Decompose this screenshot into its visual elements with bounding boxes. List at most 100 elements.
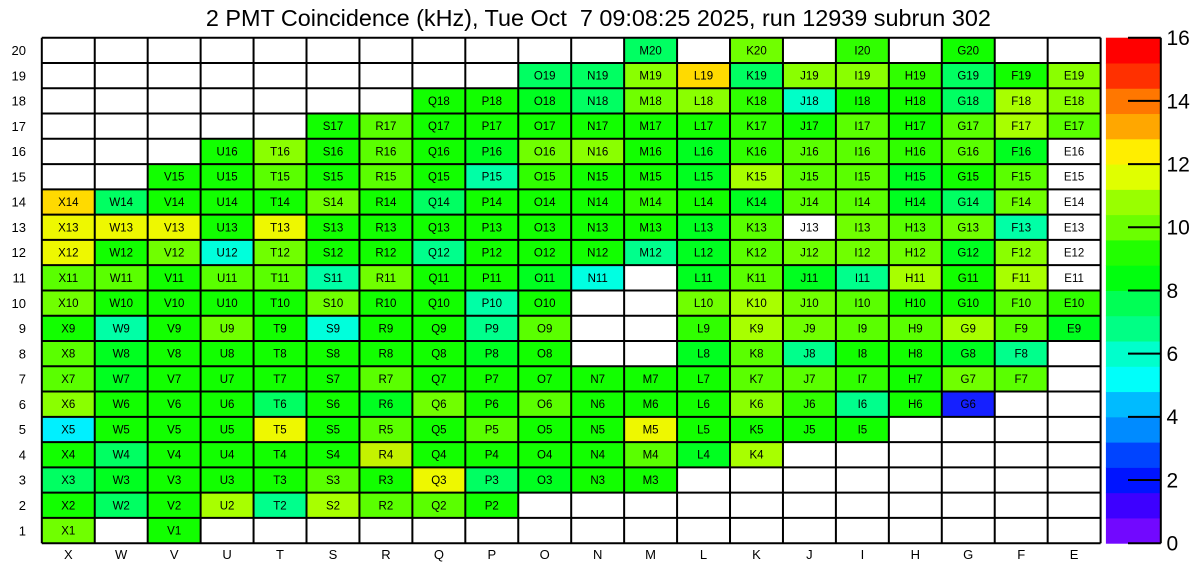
- svg-text:R7: R7: [379, 374, 394, 386]
- svg-text:Q18: Q18: [428, 96, 450, 108]
- svg-text:X10: X10: [58, 298, 78, 310]
- svg-text:U5: U5: [220, 425, 235, 437]
- svg-text:F14: F14: [1011, 197, 1031, 209]
- svg-text:O15: O15: [534, 172, 556, 184]
- svg-text:L: L: [700, 547, 707, 562]
- svg-text:I8: I8: [858, 349, 868, 361]
- svg-text:J7: J7: [803, 374, 815, 386]
- svg-text:X5: X5: [61, 425, 75, 437]
- svg-text:16: 16: [12, 144, 26, 159]
- svg-text:S16: S16: [323, 146, 343, 158]
- svg-text:0: 0: [1167, 533, 1179, 556]
- svg-text:V2: V2: [167, 500, 181, 512]
- svg-text:T10: T10: [270, 298, 290, 310]
- svg-text:I20: I20: [854, 45, 870, 57]
- svg-text:V: V: [170, 547, 179, 562]
- svg-text:10: 10: [1167, 217, 1190, 240]
- svg-text:X: X: [64, 547, 73, 562]
- svg-text:X4: X4: [61, 450, 76, 462]
- svg-text:N16: N16: [587, 146, 608, 158]
- svg-text:V14: V14: [164, 197, 185, 209]
- svg-text:Q2: Q2: [431, 500, 446, 512]
- svg-text:V7: V7: [167, 374, 181, 386]
- svg-text:X1: X1: [61, 526, 75, 538]
- svg-text:17: 17: [12, 119, 26, 134]
- svg-text:R9: R9: [379, 323, 394, 335]
- svg-text:R16: R16: [375, 146, 396, 158]
- svg-text:14: 14: [1167, 90, 1191, 113]
- svg-text:L13: L13: [694, 222, 713, 234]
- svg-text:S2: S2: [326, 500, 340, 512]
- svg-text:W7: W7: [113, 374, 130, 386]
- svg-text:14: 14: [12, 195, 26, 210]
- svg-text:F13: F13: [1011, 222, 1031, 234]
- svg-text:P5: P5: [485, 425, 499, 437]
- svg-text:T2: T2: [273, 500, 286, 512]
- svg-text:R10: R10: [375, 298, 396, 310]
- svg-text:R: R: [381, 547, 390, 562]
- svg-text:T9: T9: [273, 323, 286, 335]
- svg-text:R14: R14: [375, 197, 397, 209]
- svg-text:Q8: Q8: [431, 349, 446, 361]
- svg-text:E: E: [1070, 547, 1079, 562]
- svg-text:G9: G9: [961, 323, 976, 335]
- svg-text:S11: S11: [323, 273, 343, 285]
- svg-text:K11: K11: [747, 273, 767, 285]
- svg-text:G19: G19: [957, 71, 979, 83]
- svg-text:V4: V4: [167, 450, 182, 462]
- svg-text:S17: S17: [323, 121, 343, 133]
- svg-text:P8: P8: [485, 349, 499, 361]
- svg-text:S13: S13: [323, 222, 343, 234]
- svg-text:S8: S8: [326, 349, 340, 361]
- svg-text:9: 9: [19, 321, 26, 336]
- svg-text:E15: E15: [1064, 172, 1084, 184]
- svg-text:P18: P18: [482, 96, 502, 108]
- svg-text:I7: I7: [858, 374, 868, 386]
- svg-text:F18: F18: [1011, 96, 1031, 108]
- svg-text:U11: U11: [217, 273, 237, 285]
- svg-text:H17: H17: [905, 121, 926, 133]
- svg-text:J11: J11: [801, 273, 819, 285]
- svg-text:H9: H9: [908, 323, 923, 335]
- svg-text:V8: V8: [167, 349, 181, 361]
- svg-text:U6: U6: [220, 399, 235, 411]
- svg-text:I11: I11: [855, 273, 870, 285]
- svg-text:U7: U7: [220, 374, 235, 386]
- svg-text:J10: J10: [800, 298, 819, 310]
- svg-text:2: 2: [19, 498, 26, 513]
- svg-text:G17: G17: [957, 121, 979, 133]
- svg-text:Q16: Q16: [428, 146, 450, 158]
- svg-text:M16: M16: [639, 146, 661, 158]
- svg-text:R8: R8: [379, 349, 394, 361]
- svg-text:R13: R13: [375, 222, 396, 234]
- svg-text:V12: V12: [164, 248, 184, 260]
- svg-text:W9: W9: [113, 323, 130, 335]
- svg-text:M12: M12: [639, 248, 661, 260]
- svg-text:N18: N18: [587, 96, 608, 108]
- svg-text:L9: L9: [697, 323, 710, 335]
- svg-text:O13: O13: [534, 222, 556, 234]
- svg-text:M18: M18: [639, 96, 661, 108]
- svg-text:G6: G6: [961, 399, 976, 411]
- svg-text:U12: U12: [217, 248, 238, 260]
- svg-text:U4: U4: [220, 450, 235, 462]
- svg-text:I12: I12: [854, 248, 870, 260]
- svg-text:M20: M20: [639, 45, 661, 57]
- svg-text:S3: S3: [326, 475, 340, 487]
- svg-text:E18: E18: [1064, 96, 1084, 108]
- svg-text:F9: F9: [1014, 323, 1027, 335]
- svg-text:U10: U10: [217, 298, 238, 310]
- svg-text:S4: S4: [326, 450, 341, 462]
- svg-text:N13: N13: [587, 222, 608, 234]
- svg-text:G13: G13: [957, 222, 979, 234]
- svg-text:K: K: [752, 547, 761, 562]
- svg-text:J15: J15: [800, 172, 819, 184]
- svg-text:M17: M17: [639, 121, 661, 133]
- svg-text:K19: K19: [746, 71, 766, 83]
- svg-text:O14: O14: [534, 197, 556, 209]
- svg-text:Q4: Q4: [431, 450, 447, 462]
- svg-text:V10: V10: [164, 298, 184, 310]
- svg-text:16: 16: [1167, 27, 1190, 50]
- svg-text:T8: T8: [273, 349, 286, 361]
- svg-text:G14: G14: [957, 197, 979, 209]
